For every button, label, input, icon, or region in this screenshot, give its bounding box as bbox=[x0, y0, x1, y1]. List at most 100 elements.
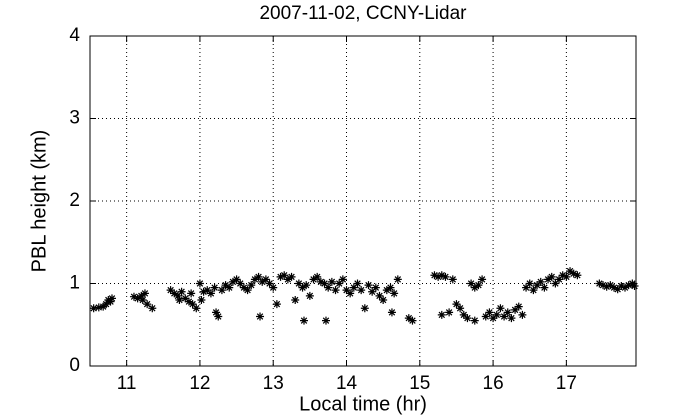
data-point bbox=[474, 281, 483, 290]
data-point bbox=[269, 283, 278, 292]
data-point bbox=[221, 281, 230, 290]
data-point bbox=[573, 271, 582, 280]
data-point bbox=[137, 291, 146, 300]
data-point bbox=[129, 292, 138, 301]
data-point bbox=[551, 279, 560, 288]
data-point bbox=[382, 286, 391, 295]
data-point bbox=[518, 310, 527, 319]
x-axis-label: Local time (hr) bbox=[299, 393, 427, 415]
data-point bbox=[195, 279, 204, 288]
data-point bbox=[360, 304, 369, 313]
x-tick-label: 11 bbox=[117, 373, 137, 394]
data-point bbox=[624, 281, 633, 290]
data-point bbox=[212, 308, 221, 317]
data-point bbox=[148, 304, 157, 313]
data-point bbox=[173, 291, 182, 300]
data-point bbox=[192, 304, 201, 313]
data-point bbox=[188, 300, 197, 309]
data-point bbox=[452, 300, 461, 309]
data-point bbox=[353, 279, 362, 288]
data-point bbox=[197, 296, 206, 304]
data-point bbox=[261, 275, 270, 284]
data-point bbox=[280, 271, 289, 280]
data-point bbox=[386, 283, 395, 292]
y-tick-label: 1 bbox=[69, 273, 80, 294]
data-point bbox=[239, 283, 248, 292]
data-point bbox=[437, 271, 446, 280]
data-point bbox=[177, 287, 186, 296]
data-point bbox=[529, 286, 538, 295]
data-point bbox=[106, 297, 115, 306]
data-point bbox=[456, 304, 465, 313]
x-tick-label: 15 bbox=[409, 373, 430, 394]
data-point bbox=[203, 286, 212, 295]
data-point bbox=[470, 283, 479, 292]
y-tick-label: 4 bbox=[69, 25, 80, 46]
data-point bbox=[321, 316, 330, 325]
data-point bbox=[287, 272, 296, 281]
data-point bbox=[364, 281, 373, 290]
data-point bbox=[335, 279, 344, 288]
data-point bbox=[143, 300, 152, 309]
data-point bbox=[166, 286, 175, 295]
data-point bbox=[320, 279, 329, 288]
y-tick-label: 3 bbox=[69, 108, 80, 129]
data-point bbox=[357, 286, 366, 295]
data-point bbox=[346, 289, 355, 298]
data-point bbox=[302, 281, 311, 290]
data-point bbox=[298, 283, 307, 292]
data-point bbox=[181, 294, 190, 303]
data-point bbox=[459, 310, 468, 319]
data-point bbox=[470, 316, 479, 325]
data-point bbox=[199, 287, 208, 296]
data-point bbox=[368, 287, 377, 296]
data-point bbox=[138, 296, 147, 304]
data-point bbox=[184, 297, 193, 306]
data-point bbox=[492, 310, 501, 319]
data-point bbox=[294, 279, 303, 288]
data-point bbox=[478, 275, 487, 284]
data-point bbox=[283, 275, 292, 284]
data-point bbox=[107, 294, 116, 303]
data-point bbox=[569, 269, 578, 278]
data-point bbox=[599, 281, 608, 290]
data-point bbox=[467, 279, 476, 288]
data-point bbox=[254, 272, 263, 281]
x-tick-label: 17 bbox=[556, 373, 577, 394]
data-point bbox=[463, 314, 472, 323]
data-point bbox=[247, 281, 256, 290]
data-point bbox=[349, 283, 358, 292]
data-point bbox=[313, 272, 322, 281]
data-point bbox=[507, 314, 516, 323]
x-tick-label: 16 bbox=[483, 373, 504, 394]
data-point bbox=[514, 302, 523, 311]
data-point bbox=[503, 308, 512, 317]
data-point bbox=[630, 281, 639, 290]
data-point bbox=[342, 286, 351, 295]
data-point bbox=[558, 271, 567, 280]
data-point bbox=[547, 272, 556, 281]
data-point bbox=[214, 312, 223, 321]
y-tick-label: 2 bbox=[69, 190, 80, 211]
data-point bbox=[316, 277, 325, 286]
data-point bbox=[102, 300, 111, 309]
data-point bbox=[236, 279, 245, 288]
data-point bbox=[621, 283, 630, 292]
data-point bbox=[481, 312, 490, 321]
data-point bbox=[89, 304, 98, 313]
x-tick-label: 14 bbox=[336, 373, 358, 394]
data-point bbox=[258, 277, 267, 286]
data-point bbox=[610, 283, 619, 292]
data-point bbox=[533, 281, 542, 290]
data-point bbox=[206, 289, 215, 298]
chart-title: 2007-11-02, CCNY-Lidar bbox=[259, 3, 467, 24]
data-point bbox=[276, 272, 285, 281]
data-point bbox=[379, 296, 388, 304]
data-point bbox=[489, 314, 498, 323]
data-point bbox=[562, 272, 571, 281]
data-point bbox=[448, 275, 457, 284]
data-point bbox=[430, 271, 439, 280]
data-point bbox=[500, 312, 509, 321]
data-point bbox=[324, 283, 333, 292]
data-point bbox=[309, 275, 318, 284]
